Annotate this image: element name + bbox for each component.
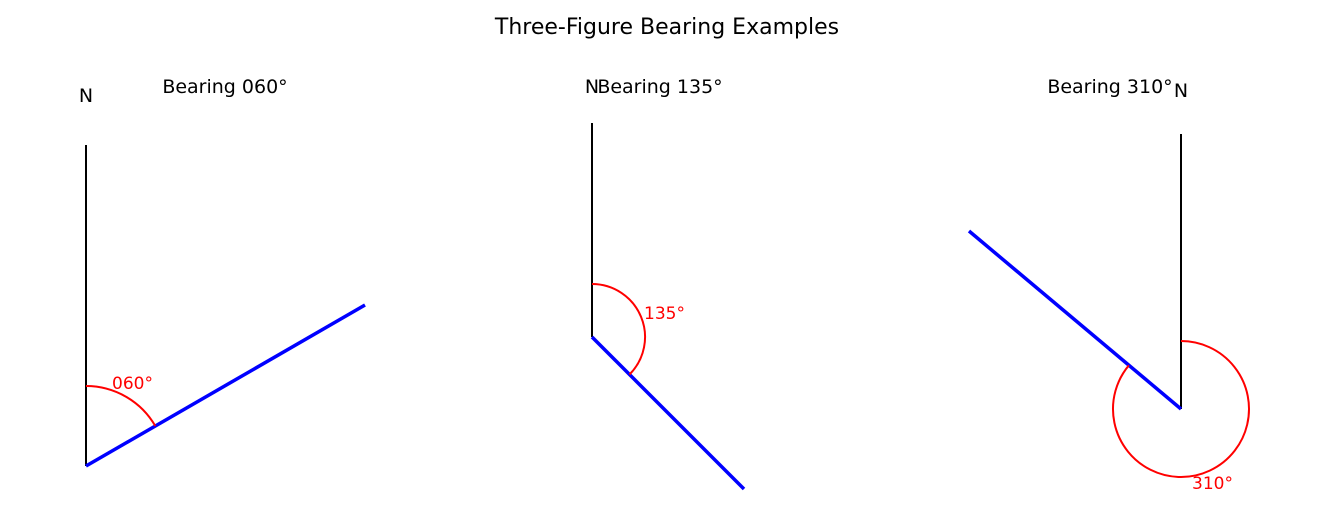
- figure-title: Three-Figure Bearing Examples: [494, 15, 839, 40]
- angle-label: 310°: [1192, 474, 1233, 494]
- angle-label: 135°: [644, 304, 685, 324]
- panel-bearing-060: Bearing 060° N 060°: [79, 76, 366, 468]
- angle-arc: [591, 283, 647, 376]
- panel-subtitle: Bearing 060°: [162, 76, 287, 98]
- north-label: N: [585, 76, 599, 98]
- panel-subtitle: Bearing 310°: [1047, 76, 1172, 98]
- angle-label: 060°: [112, 374, 153, 394]
- bearing-line: [967, 229, 1183, 411]
- bearing-line: [590, 335, 746, 491]
- panel-bearing-310: Bearing 310° N 310°: [967, 76, 1250, 494]
- panel-bearing-135: Bearing 135° N 135°: [585, 76, 746, 491]
- north-label: N: [79, 85, 93, 107]
- north-label: N: [1174, 80, 1188, 102]
- bearing-line: [85, 303, 366, 468]
- angle-arc: [85, 385, 157, 427]
- panel-subtitle: Bearing 135°: [597, 76, 722, 98]
- angle-arc: [1112, 340, 1250, 478]
